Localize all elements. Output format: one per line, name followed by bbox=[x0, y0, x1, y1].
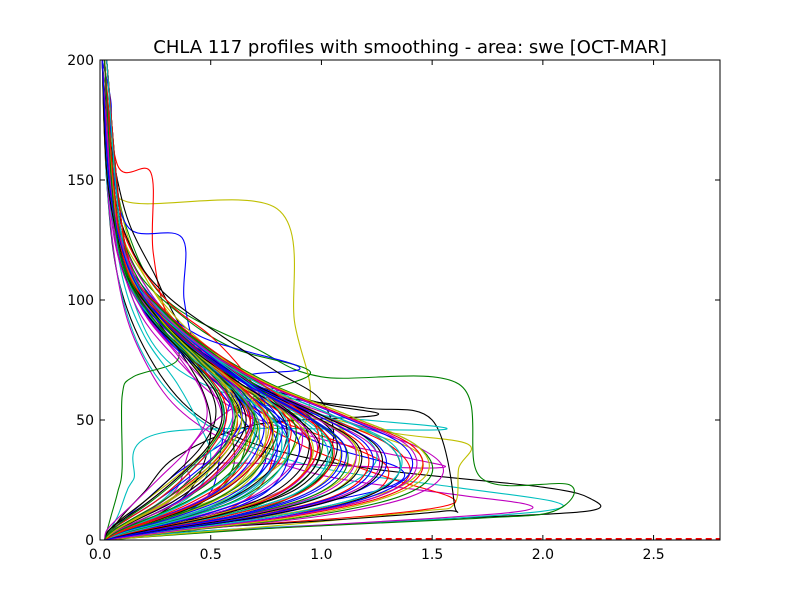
profile-line-113 bbox=[103, 60, 272, 540]
x-tick-label: 1.0 bbox=[310, 547, 332, 563]
profile-line-109 bbox=[101, 60, 321, 540]
profile-line-114 bbox=[101, 60, 343, 540]
x-tick-label: 2.0 bbox=[532, 547, 554, 563]
profile-line-110 bbox=[103, 60, 243, 540]
series-layer bbox=[101, 60, 602, 540]
profile-line-104 bbox=[101, 60, 289, 540]
profile-line-105 bbox=[103, 60, 208, 540]
profile-line-108 bbox=[103, 60, 258, 540]
y-tick-label: 200 bbox=[67, 53, 94, 69]
chart-title: CHLA 117 profiles with smoothing - area:… bbox=[153, 37, 667, 58]
profile-line-101 bbox=[103, 60, 236, 540]
tick-layer: 0.0 0.5 1.0 1.5 2.0 2.5 0 50 100 150 200 bbox=[67, 53, 720, 563]
x-tick-label: 2.5 bbox=[642, 547, 664, 563]
profile-line-115 bbox=[103, 60, 225, 540]
x-tick-label: 1.5 bbox=[421, 547, 443, 563]
y-tick-label: 150 bbox=[67, 173, 94, 189]
y-tick-label: 50 bbox=[76, 413, 94, 429]
y-tick-label: 0 bbox=[85, 533, 94, 549]
profile-line-112 bbox=[101, 60, 418, 540]
profile-line-4 bbox=[101, 60, 575, 540]
x-tick-label: 0.5 bbox=[200, 547, 222, 563]
y-tick-label: 100 bbox=[67, 293, 94, 309]
profile-line-3 bbox=[101, 60, 534, 540]
x-tick-label: 0.0 bbox=[89, 547, 111, 563]
